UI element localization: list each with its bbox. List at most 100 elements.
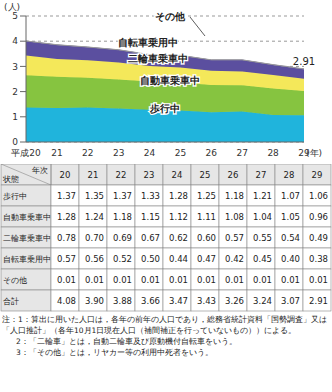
svg-text:22: 22 [82,148,93,158]
svg-text:自動車乗車中: 自動車乗車中 [8,213,51,222]
svg-text:年次: 年次 [32,166,48,175]
svg-text:自動車乗車中: 自動車乗車中 [140,75,200,86]
svg-text:23: 23 [144,170,155,180]
svg-text:22: 22 [116,170,127,180]
svg-text:0.49: 0.49 [309,233,324,243]
svg-text:2.91: 2.91 [293,56,315,67]
svg-text:1.07: 1.07 [281,191,300,201]
svg-text:27: 27 [236,148,247,158]
svg-text:1.33: 1.33 [141,191,160,201]
svg-text:自転車乗用中: 自転車乗用中 [8,255,51,264]
svg-text:3.26: 3.26 [225,296,244,306]
svg-text:0.50: 0.50 [141,254,160,264]
svg-text:自転車乗用中: 自転車乗用中 [118,37,178,48]
svg-text:27: 27 [256,170,267,180]
svg-text:0.01: 0.01 [281,275,300,285]
svg-text:0.01: 0.01 [309,275,324,285]
svg-text:歩行中: 歩行中 [8,192,27,201]
svg-text:1.28: 1.28 [57,212,76,222]
svg-text:1.37: 1.37 [113,191,132,201]
svg-text:0.56: 0.56 [85,254,104,264]
svg-text:29: 29 [298,148,310,158]
svg-text:0.01: 0.01 [169,275,188,285]
svg-text:20: 20 [60,170,71,180]
svg-text:0.01: 0.01 [197,275,216,285]
svg-text:平成20: 平成20 [11,148,41,158]
svg-text:歩行中: 歩行中 [149,103,180,114]
svg-text:21: 21 [51,148,62,158]
svg-text:29: 29 [312,170,323,180]
svg-text:0.57: 0.57 [57,254,76,264]
svg-text:1.12: 1.12 [169,212,188,222]
svg-text:1.18: 1.18 [225,191,244,201]
svg-text:1: 1 [12,112,18,122]
svg-text:(人): (人) [8,2,20,12]
svg-text:26: 26 [228,170,239,180]
svg-text:0.67: 0.67 [141,233,160,243]
svg-text:21: 21 [88,170,99,180]
svg-text:3.43: 3.43 [197,296,216,306]
svg-text:0.70: 0.70 [85,233,104,243]
svg-text:3.90: 3.90 [85,296,104,306]
svg-text:0.01: 0.01 [225,275,244,285]
svg-text:0.01: 0.01 [57,275,76,285]
svg-text:24: 24 [172,170,183,180]
svg-text:0.62: 0.62 [169,233,188,243]
svg-text:0.01: 0.01 [253,275,272,285]
svg-text:3.24: 3.24 [253,296,272,306]
svg-text:0.38: 0.38 [309,254,324,264]
svg-text:5: 5 [12,11,18,21]
svg-text:二輪車乗車中: 二輪車乗車中 [8,234,51,243]
svg-text:0.01: 0.01 [85,275,104,285]
svg-text:1.35: 1.35 [85,191,104,201]
svg-text:0.44: 0.44 [169,254,188,264]
svg-text:3.07: 3.07 [281,296,300,306]
svg-text:24: 24 [144,148,156,158]
svg-text:1.37: 1.37 [57,191,76,201]
svg-text:0: 0 [12,137,18,147]
svg-text:1.28: 1.28 [169,191,188,201]
svg-text:3.47: 3.47 [169,296,188,306]
svg-text:3.88: 3.88 [113,296,132,306]
svg-text:1.25: 1.25 [197,191,216,201]
svg-text:1.08: 1.08 [225,212,244,222]
svg-text:0.47: 0.47 [197,254,216,264]
svg-text:0.54: 0.54 [281,233,300,243]
svg-text:二輪車乗車中: 二輪車乗車中 [128,53,188,64]
svg-text:状態: 状態 [8,175,19,184]
svg-text:0.78: 0.78 [57,233,76,243]
svg-text:3: 3 [12,62,18,72]
svg-text:その他: その他 [8,276,27,285]
svg-text:0.57: 0.57 [225,233,244,243]
svg-text:1.06: 1.06 [309,191,324,201]
svg-text:0.01: 0.01 [141,275,160,285]
svg-text:0.55: 0.55 [253,233,272,243]
svg-text:3.66: 3.66 [141,296,160,306]
svg-text:28: 28 [267,148,279,158]
svg-text:1.15: 1.15 [141,212,160,222]
svg-text:(年): (年) [306,148,322,158]
svg-text:25: 25 [200,170,211,180]
svg-text:0.60: 0.60 [197,233,216,243]
svg-text:4: 4 [12,36,18,46]
svg-text:1.18: 1.18 [113,212,132,222]
svg-text:1.11: 1.11 [197,212,216,222]
svg-text:25: 25 [175,148,186,158]
svg-text:26: 26 [206,148,218,158]
svg-text:2: 2 [12,87,18,97]
svg-text:1.21: 1.21 [253,191,272,201]
svg-text:1.04: 1.04 [253,212,272,222]
svg-text:1.05: 1.05 [281,212,300,222]
svg-text:0.69: 0.69 [113,233,132,243]
svg-text:1.24: 1.24 [85,212,104,222]
svg-text:2.91: 2.91 [309,296,324,306]
svg-text:0.96: 0.96 [309,212,324,222]
svg-text:0.40: 0.40 [281,254,300,264]
svg-text:0.52: 0.52 [113,254,132,264]
svg-text:合計: 合計 [8,297,19,306]
svg-text:4.08: 4.08 [57,296,76,306]
svg-text:その他: その他 [155,11,186,22]
svg-text:0.01: 0.01 [113,275,132,285]
svg-text:28: 28 [284,170,295,180]
svg-text:0.45: 0.45 [253,254,272,264]
